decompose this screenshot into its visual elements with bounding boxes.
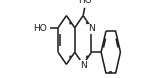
Text: HO: HO [33,24,47,33]
Text: HO: HO [78,0,92,5]
Text: N: N [88,24,95,33]
Text: N: N [80,61,86,70]
